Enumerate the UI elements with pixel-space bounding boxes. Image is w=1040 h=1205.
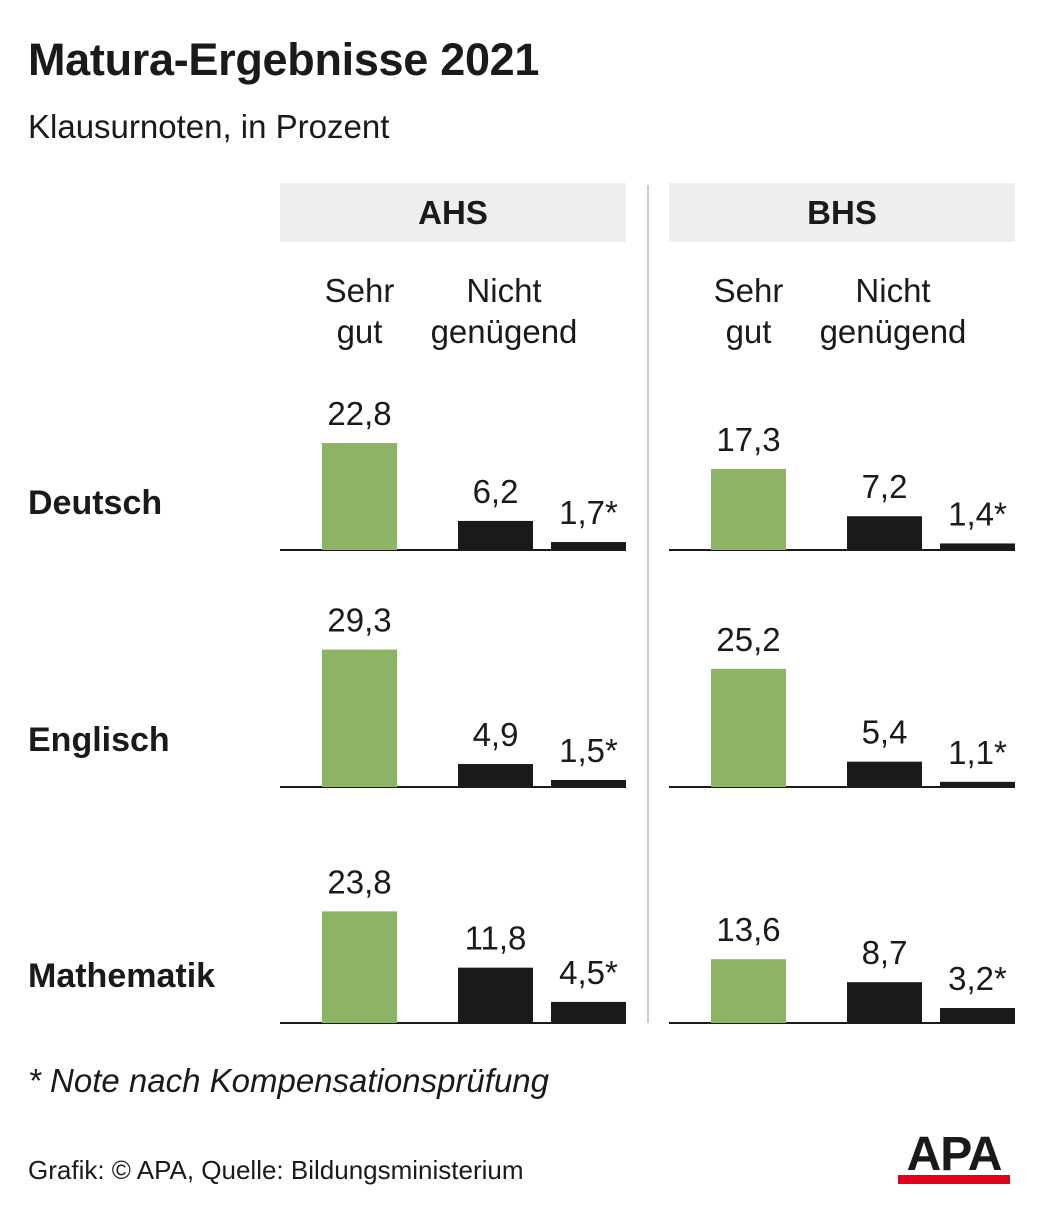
row-label-mathematik: Mathematik [28, 957, 215, 995]
bar-nicht-genuegend-bhs-mathematik [847, 982, 922, 1023]
data-label-nicht-genuegend-ahs-deutsch: 6,2 [473, 473, 519, 510]
bar-sehr-gut-ahs-mathematik [322, 911, 397, 1023]
data-label-nicht-genuegend-bhs-mathematik: 8,7 [862, 934, 908, 971]
bar-nach-kompensation-ahs-englisch [551, 779, 626, 787]
bar-nicht-genuegend-ahs-deutsch [458, 520, 533, 550]
data-label-nicht-genuegend-ahs-englisch: 4,9 [473, 716, 519, 753]
column-header-nicht-genuegend-bhs: Nicht [855, 272, 930, 309]
logo-red-bar [898, 1175, 1010, 1184]
footnote: * Note nach Kompensationsprüfung [28, 1062, 550, 1099]
data-label-sehr-gut-bhs-mathematik: 13,6 [716, 911, 780, 948]
bar-sehr-gut-ahs-englisch [322, 649, 397, 787]
data-label-nach-kompensation-ahs-englisch: 1,5* [559, 732, 618, 769]
data-label-nach-kompensation-bhs-deutsch: 1,4* [948, 495, 1007, 532]
bar-sehr-gut-bhs-englisch [711, 668, 786, 787]
bar-sehr-gut-bhs-deutsch [711, 468, 786, 550]
column-header-nicht-genuegend-ahs: Nicht [466, 272, 541, 309]
row-label-deutsch: Deutsch [28, 484, 162, 522]
data-label-nach-kompensation-ahs-mathematik: 4,5* [559, 954, 618, 991]
bar-nach-kompensation-ahs-deutsch [551, 542, 626, 550]
source-credit: Grafik: © APA, Quelle: Bildungsministeri… [28, 1155, 524, 1185]
apa-logo: APA [898, 1131, 1010, 1184]
data-label-sehr-gut-bhs-deutsch: 17,3 [716, 421, 780, 458]
bar-nach-kompensation-bhs-englisch [940, 781, 1015, 787]
panel-header-bg-bhs [669, 183, 1015, 242]
bar-nach-kompensation-bhs-deutsch [940, 543, 1015, 550]
column-header-sehr-gut-ahs: Sehr [325, 272, 395, 309]
column-header-nicht-genuegend-bhs: genügend [820, 313, 967, 350]
column-header-nicht-genuegend-ahs: genügend [431, 313, 578, 350]
column-header-sehr-gut-bhs: Sehr [714, 272, 784, 309]
data-label-sehr-gut-ahs-englisch: 29,3 [327, 602, 391, 639]
bar-nicht-genuegend-bhs-englisch [847, 761, 922, 787]
data-label-nicht-genuegend-bhs-englisch: 5,4 [862, 714, 908, 751]
column-header-sehr-gut-ahs: gut [337, 313, 383, 350]
bar-nicht-genuegend-ahs-mathematik [458, 967, 533, 1023]
chart-title: Matura-Ergebnisse 2021 [28, 34, 540, 85]
bar-chart: AHS Sehr gut Nicht genügend 22,8 6,2 1,7* 29,3 4,… [28, 183, 1015, 1024]
data-label-nicht-genuegend-bhs-deutsch: 7,2 [862, 468, 908, 505]
panel-header-bg-ahs [280, 183, 626, 242]
data-label-sehr-gut-ahs-deutsch: 22,8 [327, 395, 391, 432]
bar-nicht-genuegend-ahs-englisch [458, 764, 533, 787]
bar-sehr-gut-ahs-deutsch [322, 443, 397, 550]
row-label-englisch: Englisch [28, 721, 170, 759]
data-label-sehr-gut-bhs-englisch: 25,2 [716, 621, 780, 658]
panel-header-ahs: AHS [418, 194, 488, 231]
bar-nach-kompensation-bhs-mathematik [940, 1007, 1015, 1023]
chart-subtitle: Klausurnoten, in Prozent [28, 108, 390, 145]
data-label-nicht-genuegend-ahs-mathematik: 11,8 [465, 920, 527, 957]
logo-text: APA [906, 1128, 1003, 1181]
data-label-sehr-gut-ahs-mathematik: 23,8 [327, 863, 391, 900]
data-label-nach-kompensation-ahs-deutsch: 1,7* [559, 494, 618, 531]
bar-nicht-genuegend-bhs-deutsch [847, 516, 922, 550]
panel-header-bhs: BHS [807, 194, 877, 231]
bar-nach-kompensation-ahs-mathematik [551, 1001, 626, 1023]
bar-sehr-gut-bhs-mathematik [711, 959, 786, 1023]
data-label-nach-kompensation-bhs-mathematik: 3,2* [948, 960, 1007, 997]
data-label-nach-kompensation-bhs-englisch: 1,1* [948, 734, 1007, 771]
column-header-sehr-gut-bhs: gut [726, 313, 772, 350]
